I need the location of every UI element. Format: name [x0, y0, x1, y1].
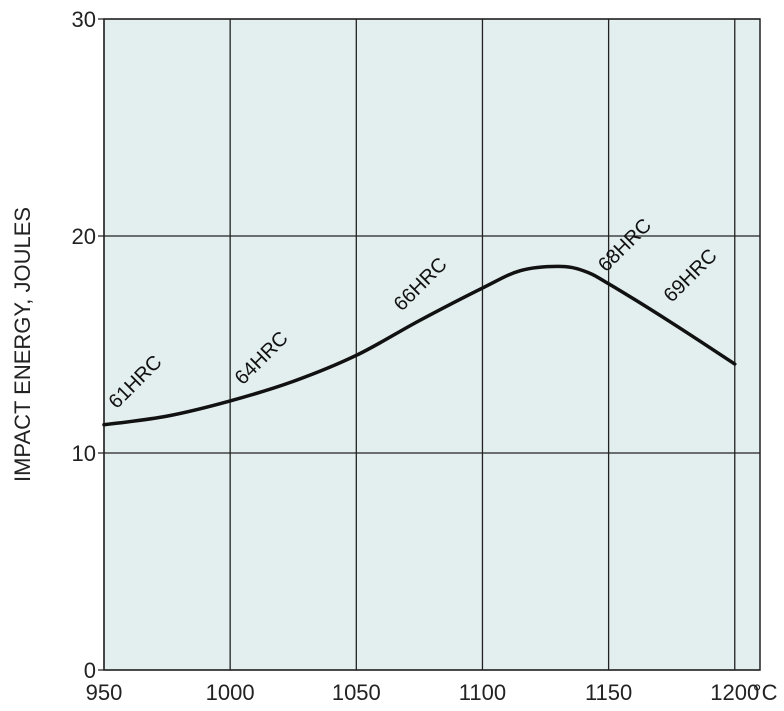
- grid: [98, 18, 760, 671]
- y-axis-label: IMPACT ENERGY, JOULES: [10, 207, 35, 482]
- x-tick-label: 1200: [710, 680, 759, 705]
- x-tick-label: 1050: [332, 680, 381, 705]
- x-tick-label: 950: [86, 680, 123, 705]
- x-axis-unit: °C: [753, 680, 778, 705]
- x-tick-label: 1100: [459, 680, 506, 705]
- x-tick-labels: 950 1000 1050 1100 1150 1200: [86, 680, 760, 705]
- y-tick-label: 10: [72, 441, 96, 466]
- y-tick-label: 30: [72, 7, 96, 32]
- x-tick-label: 1150: [585, 680, 632, 705]
- x-tick-label: 1000: [206, 680, 255, 705]
- y-tick-label: 0: [84, 658, 96, 683]
- plot-background: [103, 18, 761, 671]
- y-tick-labels: 0 10 20 30: [72, 7, 96, 683]
- series-line: [102, 264, 737, 427]
- y-tick-label: 20: [72, 224, 96, 249]
